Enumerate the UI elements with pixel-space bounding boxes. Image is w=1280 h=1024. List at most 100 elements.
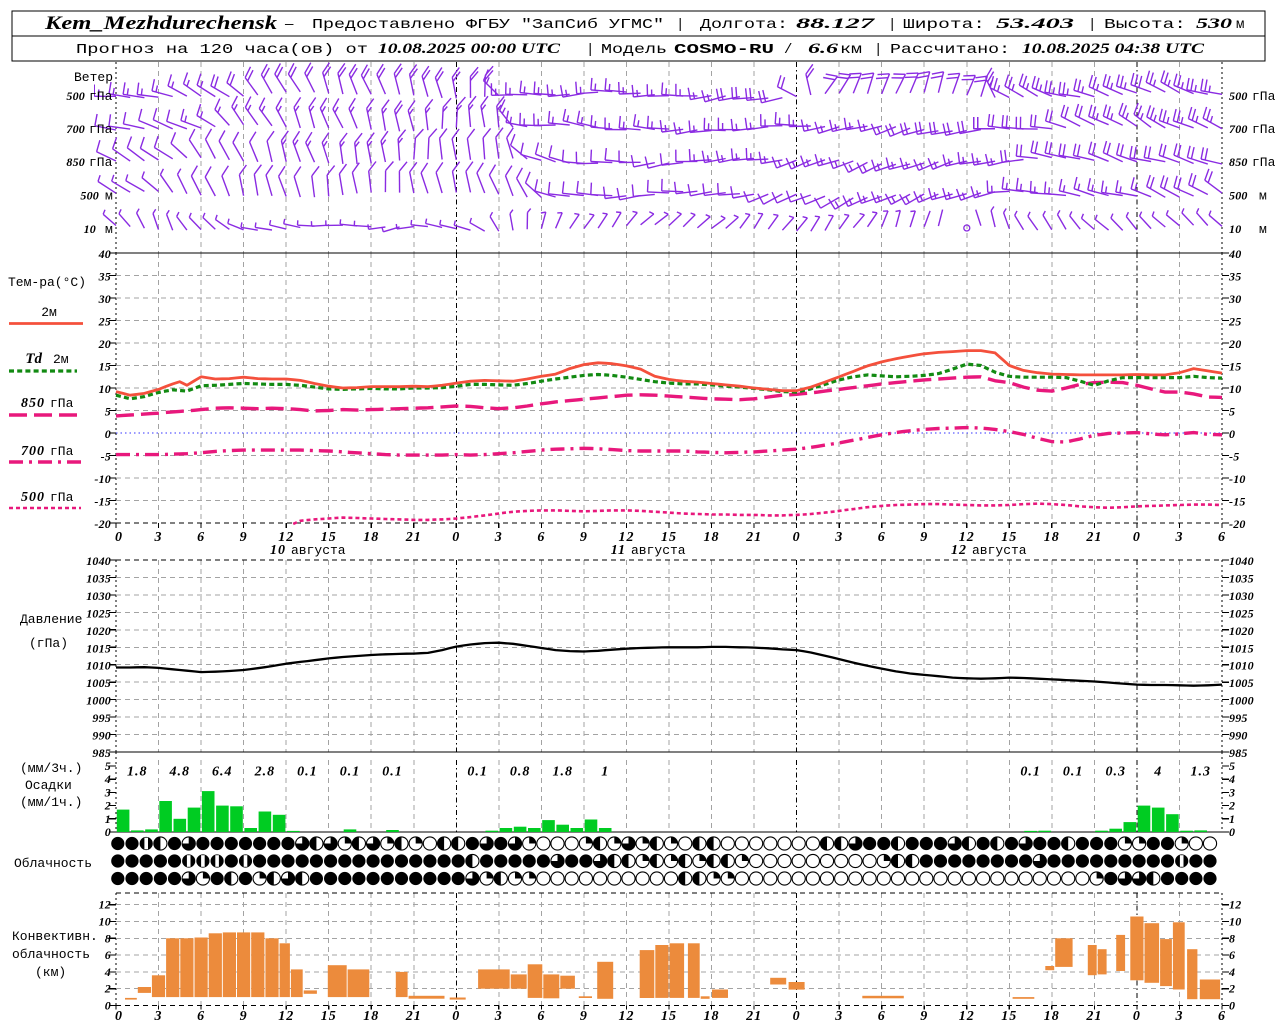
svg-text:35: 35 (98, 270, 111, 284)
svg-text:15: 15 (661, 1009, 677, 1024)
svg-text:6: 6 (197, 530, 205, 545)
svg-text:5: 5 (105, 759, 111, 773)
svg-text:9: 9 (580, 530, 588, 545)
svg-text:985: 985 (92, 746, 111, 760)
svg-text:Давление: Давление (20, 612, 82, 627)
svg-text:-15: -15 (94, 495, 111, 509)
svg-text:10: 10 (99, 382, 111, 396)
svg-text:|: | (586, 42, 594, 58)
svg-text:6.4: 6.4 (212, 765, 233, 780)
svg-text:-5: -5 (1229, 450, 1239, 464)
svg-text:гПа: гПа (50, 396, 74, 411)
svg-text:0: 0 (793, 530, 801, 545)
svg-text:4: 4 (104, 965, 111, 979)
svg-text:11: 11 (611, 543, 626, 558)
svg-text:6.6: 6.6 (808, 41, 839, 57)
svg-text:2: 2 (1228, 799, 1235, 813)
svg-text:Предоставлено ФГБУ "ЗапСиб УГМ: Предоставлено ФГБУ "ЗапСиб УГМС" (312, 16, 664, 33)
svg-text:августа: августа (972, 543, 1027, 558)
svg-text:500: 500 (1229, 189, 1248, 203)
svg-text:м: м (105, 222, 113, 237)
svg-text:15: 15 (1001, 1009, 1017, 1024)
svg-text:Прогноз на 120 часа(ов) от: Прогноз на 120 часа(ов) от (76, 42, 368, 58)
svg-text:/: / (784, 42, 792, 58)
svg-text:0: 0 (1229, 825, 1235, 839)
svg-text:4.8: 4.8 (169, 765, 191, 780)
svg-text:1: 1 (105, 812, 111, 826)
svg-text:м: м (105, 189, 113, 204)
svg-text:|: | (1088, 17, 1096, 33)
svg-text:3: 3 (834, 1009, 843, 1024)
svg-text:Td: Td (25, 351, 42, 367)
svg-text:1030: 1030 (86, 589, 111, 603)
svg-text:1: 1 (1229, 812, 1235, 826)
svg-text:гПа: гПа (89, 89, 113, 104)
svg-text:0: 0 (105, 427, 111, 441)
svg-text:6: 6 (105, 948, 111, 962)
svg-text:21: 21 (745, 530, 762, 545)
svg-text:4: 4 (104, 772, 111, 786)
svg-text:8: 8 (1229, 931, 1235, 945)
svg-text:м: м (1236, 17, 1244, 33)
svg-text:3: 3 (1175, 1009, 1184, 1024)
svg-text:1.8: 1.8 (552, 765, 573, 780)
svg-text:-15: -15 (1229, 495, 1246, 509)
svg-text:0: 0 (1229, 427, 1235, 441)
svg-text:0.8: 0.8 (510, 765, 531, 780)
svg-text:985: 985 (1229, 746, 1248, 760)
svg-text:12: 12 (959, 1009, 975, 1024)
svg-text:|: | (874, 42, 882, 58)
svg-text:30: 30 (1228, 292, 1241, 306)
svg-text:|: | (676, 17, 684, 33)
svg-text:6: 6 (1218, 530, 1226, 545)
svg-text:0: 0 (105, 999, 111, 1013)
svg-text:21: 21 (745, 1009, 762, 1024)
svg-text:9: 9 (580, 1009, 588, 1024)
svg-text:12: 12 (1229, 898, 1241, 912)
svg-text:августа: августа (291, 543, 346, 558)
svg-text:(мм/3ч.): (мм/3ч.) (20, 761, 82, 776)
svg-text:0.1: 0.1 (382, 765, 403, 780)
svg-text:0.1: 0.1 (1063, 765, 1084, 780)
svg-text:20: 20 (98, 337, 111, 351)
svg-text:1040: 1040 (1229, 554, 1254, 568)
svg-text:25: 25 (1228, 315, 1241, 329)
svg-text:4: 4 (1228, 772, 1235, 786)
svg-text:10: 10 (1229, 222, 1241, 236)
svg-text:—: — (284, 17, 294, 33)
svg-text:500: 500 (1229, 89, 1248, 103)
svg-text:850: 850 (21, 396, 45, 411)
svg-text:850: 850 (1229, 155, 1248, 169)
svg-text:6: 6 (197, 1009, 205, 1024)
svg-text:4: 4 (1153, 765, 1162, 780)
svg-text:88.127: 88.127 (796, 16, 875, 32)
svg-text:9: 9 (920, 1009, 928, 1024)
svg-text:1020: 1020 (1229, 624, 1254, 638)
svg-text:1025: 1025 (86, 606, 111, 620)
svg-text:995: 995 (1229, 711, 1248, 725)
svg-text:4: 4 (1228, 965, 1235, 979)
svg-text:700: 700 (66, 122, 85, 136)
svg-text:1035: 1035 (86, 572, 111, 586)
svg-text:12: 12 (619, 1009, 635, 1024)
svg-text:(мм/1ч.): (мм/1ч.) (20, 795, 82, 810)
svg-text:Kem_Mezhdurechensk: Kem_Mezhdurechensk (44, 13, 278, 34)
svg-text:гПа: гПа (1252, 122, 1276, 137)
svg-text:км: км (840, 42, 862, 58)
svg-text:5: 5 (1229, 759, 1235, 773)
svg-text:1.3: 1.3 (1190, 765, 1211, 780)
svg-text:0.1: 0.1 (467, 765, 488, 780)
svg-text:гПа: гПа (1252, 155, 1276, 170)
svg-text:12: 12 (278, 530, 294, 545)
svg-text:м: м (1259, 189, 1267, 204)
svg-text:3: 3 (154, 1009, 163, 1024)
svg-text:2м: 2м (53, 352, 69, 367)
svg-text:-20: -20 (94, 517, 111, 531)
svg-text:6: 6 (537, 1009, 545, 1024)
svg-text:1000: 1000 (86, 694, 111, 708)
svg-text:18: 18 (1044, 1009, 1060, 1024)
svg-text:0: 0 (1229, 999, 1235, 1013)
svg-text:15: 15 (661, 530, 677, 545)
svg-text:25: 25 (98, 315, 111, 329)
svg-text:530: 530 (1196, 16, 1233, 32)
